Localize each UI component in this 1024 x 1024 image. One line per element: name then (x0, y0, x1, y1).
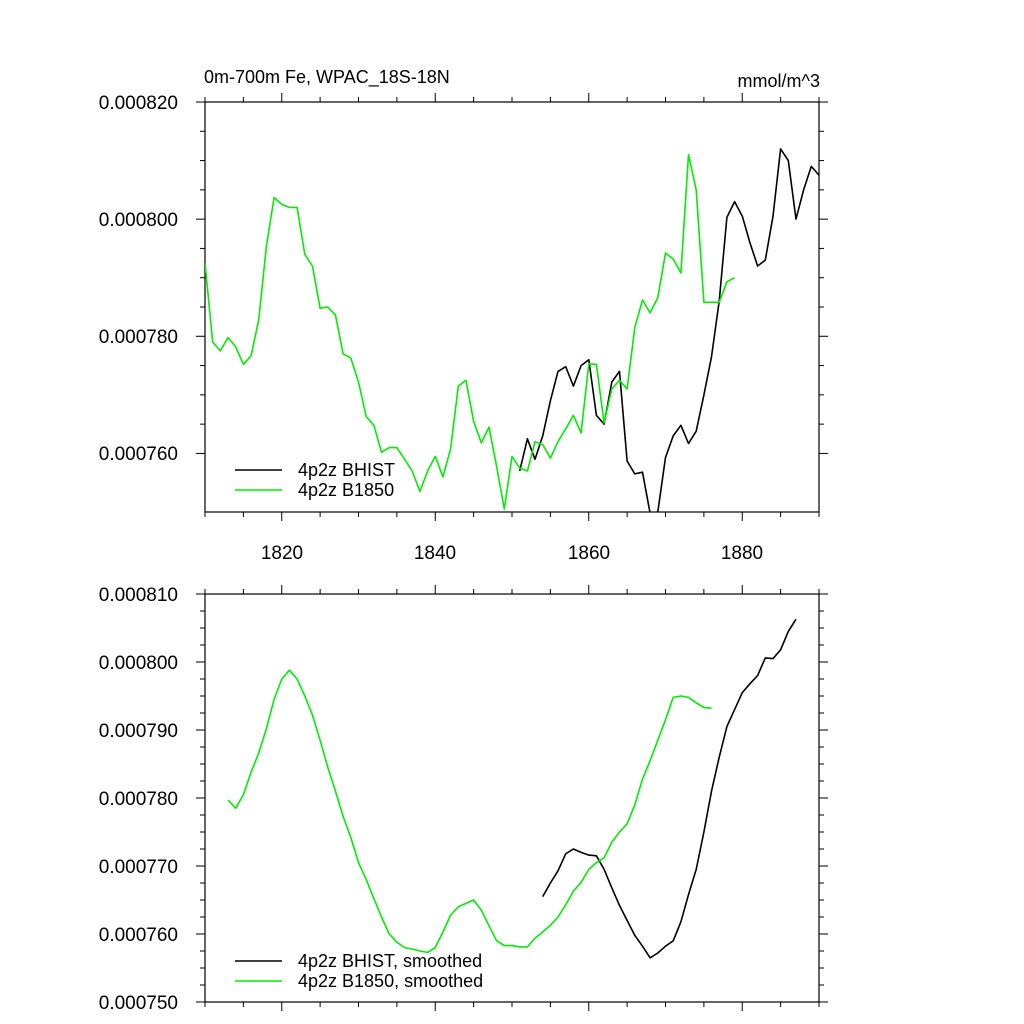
ytick-label: 0.000760 (99, 444, 178, 465)
xtick-label: 1820 (261, 543, 303, 564)
xtick-labels-top: 1820 1840 1860 1880 (261, 543, 763, 564)
plot-frame-top (204, 101, 820, 513)
panel-bottom: 0.000810 0.000800 0.000790 0.000780 0.00… (99, 585, 828, 1014)
ytick-label: 0.000780 (99, 789, 178, 810)
ytick-label: 0.000770 (99, 857, 178, 878)
ytick-label: 0.000790 (99, 721, 178, 742)
chart-title: 0m-700m Fe, WPAC_18S-18N (204, 67, 450, 88)
series-line-b1850 (205, 153, 735, 510)
xtick-label: 1840 (414, 543, 456, 564)
plot-frame-bottom (204, 593, 820, 1003)
ytick-labels-top: 0.000820 0.000800 0.000780 0.000760 (99, 93, 178, 465)
xtick-label: 1880 (721, 543, 763, 564)
legend-label-bhist: 4p2z BHIST (298, 460, 395, 480)
ticks-top (196, 93, 828, 521)
ytick-label: 0.000760 (99, 925, 178, 946)
xtick-label: 1860 (568, 543, 610, 564)
legend-label-b1850: 4p2z B1850 (298, 480, 394, 500)
ytick-label: 0.000800 (99, 653, 178, 674)
ytick-label: 0.000800 (99, 210, 178, 231)
series-bottom (227, 618, 797, 959)
legend-label-b1850-smoothed: 4p2z B1850, smoothed (298, 971, 483, 991)
series-line-bhist (518, 148, 819, 512)
series-line-bhist (542, 618, 797, 959)
series-line-b1850 (227, 669, 712, 954)
ytick-label: 0.000780 (99, 327, 178, 348)
panel-top: 0m-700m Fe, WPAC_18S-18N mmol/m^3 0.0008… (99, 67, 828, 564)
legend-label-bhist-smoothed: 4p2z BHIST, smoothed (298, 951, 482, 971)
legend-top: 4p2z BHIST 4p2z B1850 (235, 460, 395, 500)
ticks-bottom (196, 585, 828, 1011)
legend-bottom: 4p2z BHIST, smoothed 4p2z B1850, smoothe… (235, 951, 483, 991)
ytick-label: 0.000810 (99, 585, 178, 606)
ytick-label: 0.000750 (99, 993, 178, 1014)
ytick-labels-bottom: 0.000810 0.000800 0.000790 0.000780 0.00… (99, 585, 178, 1014)
ytick-label: 0.000820 (99, 93, 178, 114)
chart-units: mmol/m^3 (738, 71, 820, 91)
series-top (205, 148, 819, 512)
